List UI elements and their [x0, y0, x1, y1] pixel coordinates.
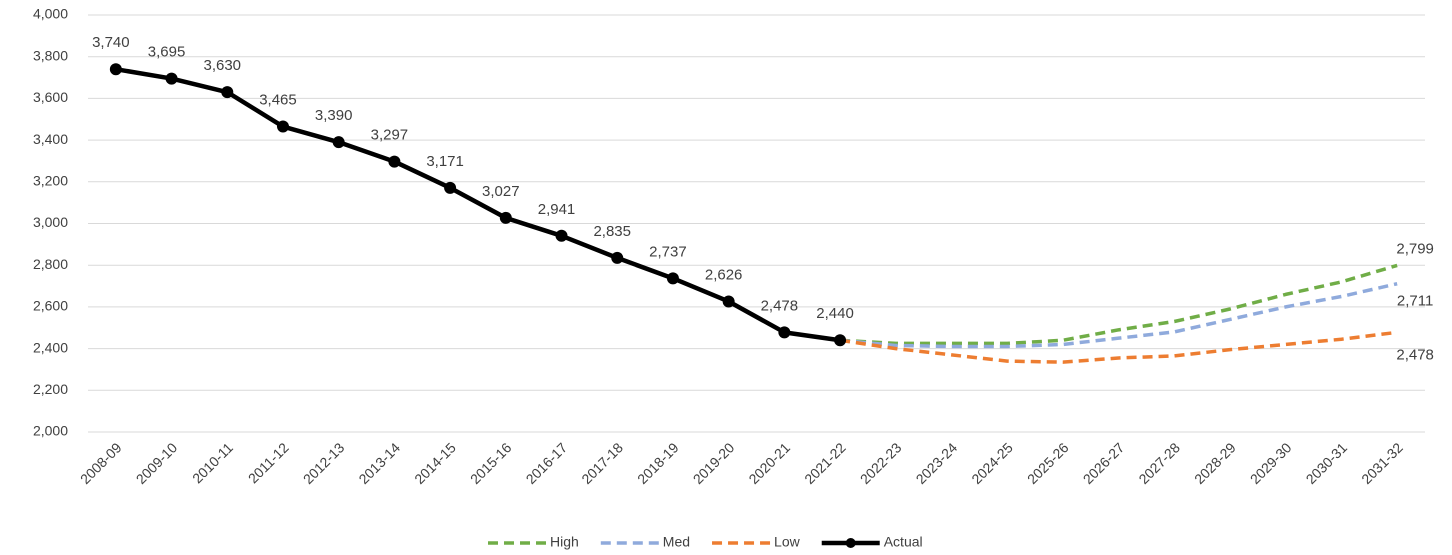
x-tick-label: 2009-10 [133, 439, 181, 487]
legend-label: Med [663, 534, 690, 550]
data-label: 2,737 [649, 243, 687, 260]
y-tick-label: 2,000 [33, 423, 68, 439]
data-label: 3,630 [203, 57, 241, 74]
data-label: 3,297 [371, 127, 409, 144]
x-tick-label: 2010-11 [189, 439, 236, 486]
data-point [221, 86, 234, 99]
y-tick-label: 3,000 [33, 214, 68, 230]
y-tick-label: 3,600 [33, 89, 68, 105]
data-point [499, 211, 512, 224]
y-tick-label: 3,200 [33, 173, 68, 189]
legend-marker [845, 538, 856, 548]
data-point [555, 229, 568, 242]
legend-label: Low [774, 534, 801, 550]
data-point [611, 251, 624, 264]
legend-label: High [550, 534, 579, 550]
y-tick-label: 3,800 [33, 47, 68, 63]
y-tick-label: 2,200 [33, 381, 68, 397]
data-label: 2,478 [1396, 346, 1434, 363]
series-line [115, 66, 841, 343]
x-tick-label: 2023-24 [913, 439, 961, 487]
x-tick-label: 2028-29 [1191, 439, 1239, 487]
x-tick-label: 2011-12 [245, 439, 292, 486]
y-tick-label: 2,400 [33, 339, 68, 355]
data-label: 3,465 [259, 92, 297, 109]
x-tick-label: 2022-23 [857, 439, 905, 487]
data-label: 2,835 [593, 223, 631, 240]
x-tick-label: 2025-26 [1024, 439, 1072, 487]
data-point [722, 295, 735, 308]
x-tick-label: 2017-18 [578, 439, 626, 487]
data-label: 3,171 [426, 153, 464, 170]
x-tick-label: 2016-17 [523, 439, 571, 487]
data-point [332, 136, 345, 149]
x-tick-label: 2015-16 [467, 439, 515, 487]
x-tick-label: 2024-25 [968, 439, 1016, 487]
data-point [778, 326, 791, 339]
data-label: 2,799 [1396, 240, 1434, 257]
y-tick-label: 4,000 [33, 6, 68, 22]
data-point [165, 72, 178, 85]
series-line [839, 263, 1398, 346]
data-label: 2,941 [538, 201, 576, 218]
x-tick-label: 2026-27 [1080, 439, 1128, 487]
data-label: 2,440 [816, 305, 854, 322]
data-point [834, 334, 847, 347]
x-tick-label: 2014-15 [411, 439, 459, 487]
x-tick-label: 2020-21 [745, 439, 793, 487]
data-point [109, 63, 122, 76]
data-point [388, 155, 401, 168]
x-tick-label: 2031-32 [1358, 439, 1406, 487]
y-tick-label: 3,400 [33, 131, 68, 147]
series-line [839, 282, 1398, 349]
x-tick-label: 2008-09 [77, 439, 125, 487]
x-tick-label: 2013-14 [355, 439, 403, 487]
data-label: 2,626 [705, 266, 743, 283]
y-tick-label: 2,600 [33, 298, 68, 314]
data-label: 3,027 [482, 183, 520, 200]
data-label: 3,740 [92, 34, 130, 51]
legend-label: Actual [884, 534, 923, 550]
data-label: 3,695 [148, 44, 186, 61]
data-label: 2,711 [1397, 293, 1433, 310]
data-point [444, 181, 457, 194]
y-tick-label: 2,800 [33, 256, 68, 272]
x-tick-label: 2030-31 [1303, 439, 1351, 487]
data-point [666, 272, 679, 285]
x-tick-label: 2027-28 [1135, 439, 1183, 487]
x-tick-label: 2019-20 [690, 439, 738, 487]
data-label: 3,390 [315, 107, 353, 124]
x-tick-label: 2018-19 [634, 439, 682, 487]
data-label: 2,478 [761, 297, 799, 314]
x-tick-label: 2012-13 [300, 439, 348, 487]
x-tick-label: 2029-30 [1247, 439, 1295, 487]
x-tick-label: 2021-22 [801, 439, 849, 487]
data-point [276, 120, 289, 133]
series-line [839, 330, 1398, 364]
